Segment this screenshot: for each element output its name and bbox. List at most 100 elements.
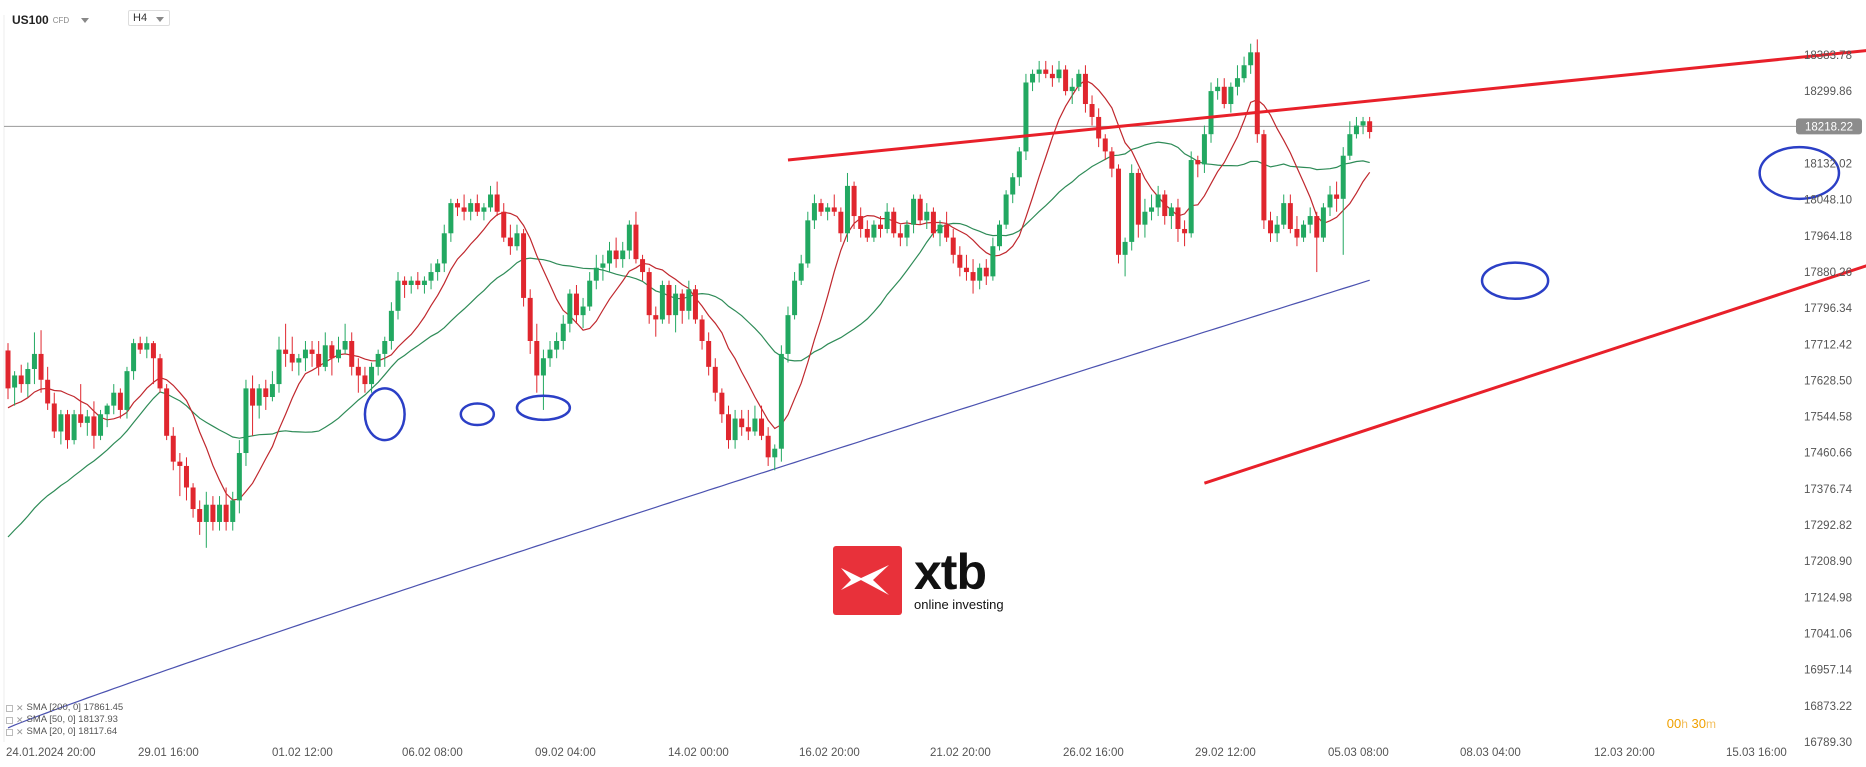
candle-body xyxy=(534,340,540,376)
candle-body xyxy=(1353,125,1359,135)
y-tick-label: 17712.42 xyxy=(1804,339,1852,351)
candle xyxy=(1294,216,1300,247)
x-tick-label: 24.01.2024 20:00 xyxy=(6,747,96,759)
close-icon[interactable]: ✕ xyxy=(16,703,24,713)
candle xyxy=(45,366,51,410)
candle xyxy=(673,284,679,333)
candle-body xyxy=(64,414,70,441)
close-icon[interactable]: ✕ xyxy=(16,727,24,737)
close-icon[interactable]: ✕ xyxy=(16,715,24,725)
candle xyxy=(342,323,348,354)
candle-body xyxy=(91,416,97,436)
candle-body xyxy=(1307,216,1313,225)
candle-body xyxy=(1327,194,1333,208)
candle-body xyxy=(560,323,566,341)
candle-body xyxy=(1010,177,1016,195)
candle xyxy=(170,427,176,471)
candle xyxy=(1287,194,1293,234)
x-tick-label: 14.02 00:00 xyxy=(668,747,729,759)
x-tick-label: 12.03 20:00 xyxy=(1594,747,1655,759)
candle xyxy=(805,211,811,268)
candle xyxy=(382,336,388,367)
y-tick-label: 17376.74 xyxy=(1804,484,1853,496)
candle-body xyxy=(210,504,216,522)
candle-body xyxy=(759,418,765,436)
candle-body xyxy=(1215,86,1221,92)
candle-body xyxy=(1109,151,1115,169)
settings-icon[interactable] xyxy=(6,704,13,712)
candle-body xyxy=(593,267,599,281)
candle xyxy=(316,340,322,376)
candle xyxy=(527,289,533,354)
candle xyxy=(336,336,341,363)
candle xyxy=(752,405,758,436)
candle-body xyxy=(336,349,341,359)
candle-body xyxy=(322,345,328,367)
candle xyxy=(190,483,196,518)
candle-body xyxy=(739,418,745,428)
candle xyxy=(620,241,626,268)
candle-body xyxy=(428,272,434,281)
candle-body xyxy=(183,465,189,488)
candle xyxy=(1195,155,1201,178)
settings-icon[interactable] xyxy=(6,728,13,736)
candle-body xyxy=(302,349,308,359)
candle-body xyxy=(640,259,646,273)
candle-body xyxy=(362,375,368,385)
candle-body xyxy=(878,224,884,229)
candle-body xyxy=(897,233,903,238)
candle-body xyxy=(580,306,586,316)
candle-body xyxy=(1261,134,1267,221)
candle xyxy=(111,384,117,415)
candle-body xyxy=(488,194,494,208)
candle xyxy=(1016,147,1022,186)
candle xyxy=(302,340,308,372)
settings-icon[interactable] xyxy=(6,716,13,724)
candle xyxy=(474,194,480,217)
candle-body xyxy=(494,194,500,212)
candle xyxy=(534,323,540,393)
y-tick-label: 17964.18 xyxy=(1804,231,1852,243)
candle-body xyxy=(1287,203,1293,229)
indicator-label: SMA [20, 0] 18117.64 xyxy=(26,726,118,737)
chevron-down-icon xyxy=(156,17,164,22)
indicator-sma50[interactable]: ✕ SMA [50, 0] 18137.93 xyxy=(6,714,123,726)
candle xyxy=(864,220,870,242)
candle xyxy=(494,181,500,217)
candle-body xyxy=(1241,65,1247,79)
candle xyxy=(521,228,527,307)
candle-body xyxy=(930,211,936,234)
candle-body xyxy=(144,343,150,350)
candle-body xyxy=(990,246,996,277)
symbol-selector[interactable]: US100 CFD xyxy=(12,10,90,30)
candle-body xyxy=(1115,168,1121,255)
candle xyxy=(38,330,44,393)
candle xyxy=(435,259,441,281)
candle-body xyxy=(283,349,289,354)
candle-body xyxy=(785,315,791,354)
candle xyxy=(970,259,976,294)
indicator-sma200[interactable]: ✕ SMA [200, 0] 17861.45 xyxy=(6,702,123,714)
candle xyxy=(587,272,593,311)
candle-body xyxy=(587,280,593,307)
indicator-sma20[interactable]: ✕ SMA [20, 0] 18117.64 xyxy=(6,726,123,738)
candle-body xyxy=(547,349,553,359)
candle-body xyxy=(712,366,718,393)
candle xyxy=(580,297,586,329)
candle-body xyxy=(659,284,665,320)
candle xyxy=(1254,39,1260,143)
timeframe-selector[interactable]: H4 xyxy=(128,10,170,26)
candle-body xyxy=(1049,73,1055,79)
candle xyxy=(765,427,771,466)
candle xyxy=(626,220,632,260)
candle xyxy=(448,198,454,242)
candle-body xyxy=(256,388,262,406)
candle-body xyxy=(1076,73,1082,87)
candle xyxy=(369,362,375,393)
candle xyxy=(243,379,249,466)
candle xyxy=(719,388,725,423)
candle-body xyxy=(468,203,474,212)
candle xyxy=(1089,95,1095,126)
chart-grid xyxy=(3,15,1800,742)
